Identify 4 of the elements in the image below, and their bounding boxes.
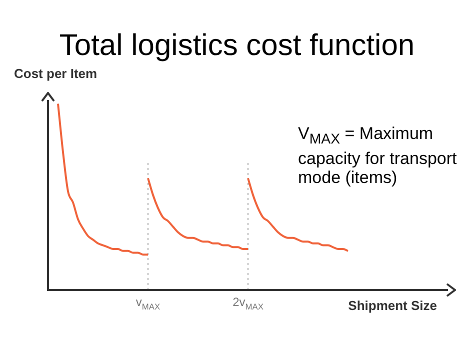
annotation: V$_{MAX}$ = Maximum capacity for transport mode (items) (298, 124, 458, 188)
chart-title: Total logistics cost function (59, 29, 415, 62)
x-axis-title: Shipment Size (348, 298, 438, 313)
y-axis-title: Cost per Item (14, 66, 98, 81)
